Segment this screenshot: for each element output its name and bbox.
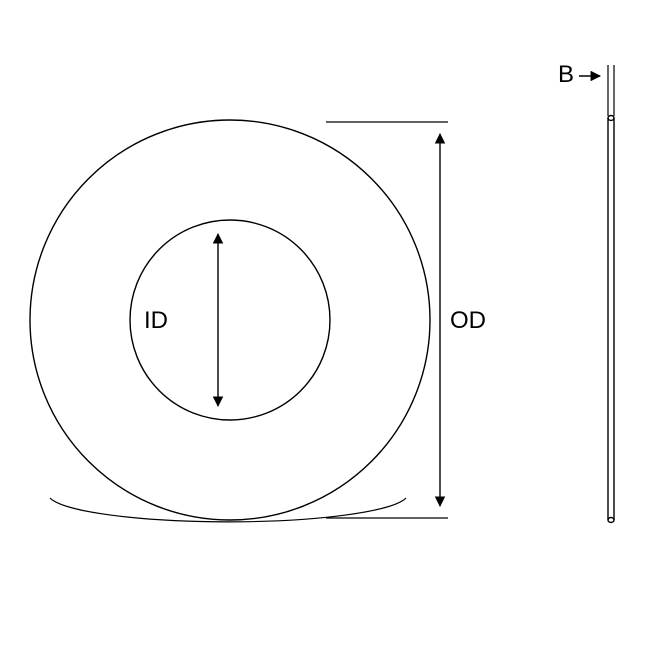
washer-outer-circle [30, 120, 430, 520]
washer-side-view [608, 116, 614, 523]
dimension-id: ID [144, 234, 218, 406]
label-od: OD [450, 307, 486, 334]
label-b: B [558, 61, 574, 88]
washer-technical-drawing: ID OD B [0, 0, 670, 670]
label-id: ID [144, 307, 168, 334]
dimension-b: B [558, 61, 614, 116]
dimension-od: OD [326, 122, 486, 518]
